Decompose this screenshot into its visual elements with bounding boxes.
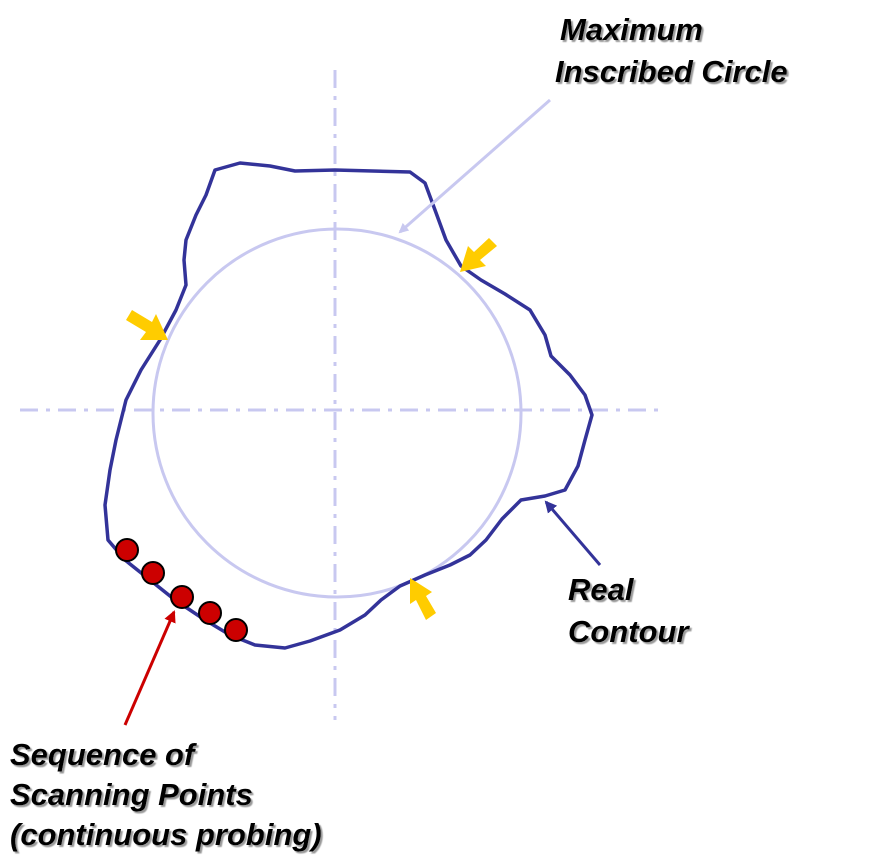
- scanning-points: [115, 538, 248, 642]
- scan-point: [115, 538, 139, 562]
- contact-arrow: [410, 578, 436, 620]
- inscribed-circle: [151, 227, 523, 599]
- label-text: Maximum: [560, 12, 703, 47]
- circle-pointer: [398, 98, 551, 234]
- scan-point: [198, 601, 222, 625]
- contact-arrow: [460, 238, 497, 272]
- labels: Maximum Inscribed Circle Real Contour Se…: [10, 12, 788, 852]
- real-contour: [103, 161, 594, 650]
- label-text: (continuous probing): [10, 817, 322, 852]
- scan-pointer: [123, 610, 176, 726]
- contact-arrow: [126, 310, 168, 340]
- scan-point: [141, 561, 165, 585]
- scan-point: [170, 585, 194, 609]
- label-text: Inscribed Circle: [555, 54, 788, 89]
- label-text: Scanning Points: [10, 777, 253, 812]
- contact-arrows: [126, 238, 497, 620]
- label-text: Sequence of: [10, 737, 197, 772]
- label-text: Real: [568, 572, 635, 607]
- contour-pointer: [544, 500, 602, 566]
- scan-point: [224, 618, 248, 642]
- label-text: Contour: [568, 614, 690, 649]
